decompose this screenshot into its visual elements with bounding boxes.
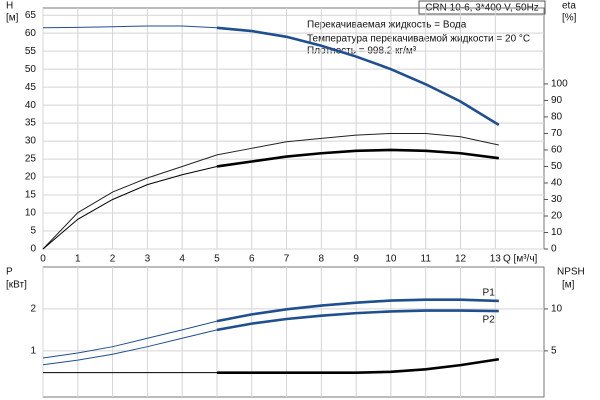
- y2-tick-label: 90: [551, 95, 563, 106]
- y-tick-label: 65: [25, 10, 37, 21]
- y-axis-label: H: [6, 1, 13, 12]
- x-axis-label: Q [м³/ч]: [503, 254, 538, 265]
- y-tick-label: 35: [25, 118, 37, 129]
- y-tick-label: 20: [25, 172, 37, 183]
- annotation: Перекачиваемая жидкость = Вода: [307, 20, 467, 31]
- y-tick-label: 1: [30, 346, 36, 357]
- x-tick-label: 1: [75, 254, 81, 265]
- series-line-bold: [216, 148, 499, 168]
- y2-tick-label: 30: [551, 194, 563, 205]
- y-tick-label: 50: [25, 64, 37, 75]
- x-tick-label: 11: [421, 254, 432, 265]
- x-tick-label: 6: [249, 254, 255, 265]
- x-tick-label: 5: [214, 254, 220, 265]
- x-tick-label: 13: [490, 254, 502, 265]
- y2-tick-label: 80: [551, 112, 563, 123]
- y-tick-label: 5: [30, 226, 36, 237]
- y2-tick-label: 10: [551, 304, 563, 315]
- y-tick-label: 25: [25, 154, 37, 165]
- plot-area: [42, 266, 545, 398]
- series-line: [42, 149, 499, 250]
- series-line: [42, 310, 499, 366]
- series-line-bold: [216, 309, 499, 332]
- y-tick-label: 15: [25, 190, 37, 201]
- y2-tick-label: 20: [551, 211, 563, 222]
- y-tick-label: 60: [25, 28, 37, 39]
- x-tick-label: 9: [353, 254, 359, 265]
- y-axis-unit: [кВт]: [6, 280, 27, 291]
- series-line: [43, 358, 499, 374]
- x-tick-label: 4: [179, 254, 185, 265]
- x-tick-label: 3: [145, 254, 151, 265]
- y2-tick-label: 5: [551, 346, 557, 357]
- x-tick-label: 8: [319, 254, 325, 265]
- y2-axis-label: eta: [562, 1, 576, 12]
- x-tick-label: 7: [284, 254, 290, 265]
- x-tick-label: 2: [110, 254, 116, 265]
- x-tick-label: 12: [455, 254, 467, 265]
- series-line-bold: [216, 298, 499, 323]
- y-axis-label: P: [6, 267, 13, 278]
- y-tick-label: 55: [25, 46, 37, 57]
- y-tick-label: 0: [30, 244, 36, 255]
- y2-tick-label: 10: [551, 227, 563, 238]
- y2-tick-label: 50: [551, 161, 563, 172]
- y-tick-label: 30: [25, 136, 37, 147]
- x-tick-label: 10: [385, 254, 397, 265]
- y2-tick-label: 60: [551, 145, 563, 156]
- y2-tick-label: 70: [551, 128, 563, 139]
- y2-axis-unit: [%]: [562, 13, 577, 24]
- series-label: P2: [483, 315, 496, 326]
- series-line-bold: [216, 357, 499, 374]
- y2-tick-label: 0: [551, 244, 557, 255]
- y-tick-label: 40: [25, 100, 37, 111]
- y-tick-label: 45: [25, 82, 37, 93]
- series-label: P1: [483, 288, 496, 299]
- y2-tick-label: 40: [551, 178, 563, 189]
- series-line: [42, 132, 499, 250]
- y2-axis-label: NPSH: [557, 267, 585, 278]
- annotation: Температура перекачиваемой жидкости = 20…: [307, 34, 530, 45]
- y2-tick-label: 100: [551, 79, 568, 90]
- x-tick-label: 0: [40, 254, 46, 265]
- y-tick-label: 10: [25, 208, 37, 219]
- y-axis-unit: [м]: [6, 13, 19, 24]
- y-tick-label: 2: [30, 304, 36, 315]
- series-line-bold: [216, 26, 500, 127]
- y2-axis-unit: [м]: [562, 280, 575, 291]
